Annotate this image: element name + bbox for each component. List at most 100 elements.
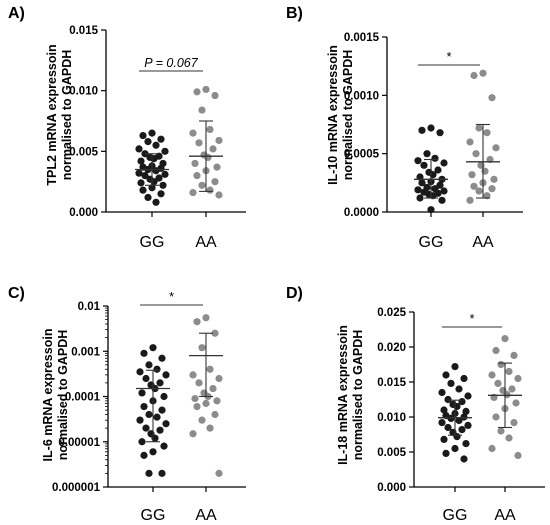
data-point-gg <box>161 170 169 178</box>
y-axis-label-line2: normalised to GAPDH <box>341 50 355 181</box>
y-axis-label: IL-18 mRNA expressoinnormalised to GAPDH <box>336 325 365 465</box>
data-point-aa <box>492 346 500 355</box>
data-point-gg <box>153 365 161 373</box>
data-point-gg <box>460 413 468 421</box>
data-point-gg <box>440 187 448 195</box>
y-tick-label: 0.0001 <box>65 392 101 404</box>
data-point-aa <box>508 385 516 393</box>
y-axis-label-line1: IL-6 mRNA expressoin <box>41 329 55 462</box>
data-point-gg <box>140 451 148 459</box>
data-point-gg <box>158 354 166 362</box>
data-point-aa <box>494 379 502 387</box>
data-point-aa <box>512 399 520 407</box>
data-point-aa <box>206 365 214 373</box>
x-category-label-gg: GG <box>140 234 165 251</box>
data-point-gg <box>414 157 422 165</box>
data-point-gg <box>414 186 422 194</box>
y-axis-label-line2: normalised to GAPDH <box>56 330 70 461</box>
data-point-gg <box>458 426 466 434</box>
data-point-aa <box>466 138 474 146</box>
data-point-gg <box>155 174 163 182</box>
data-point-gg <box>160 392 168 401</box>
data-point-gg <box>157 190 165 198</box>
data-point-aa <box>510 419 518 427</box>
chart-panel-b: B) IL-10 mRNA expressoinnormalised to GAP… <box>286 5 523 251</box>
data-point-aa <box>514 374 522 383</box>
y-tick-label: 0.015 <box>69 25 98 37</box>
y-tick-label: 0.0010 <box>344 90 379 102</box>
data-point-gg <box>139 131 147 140</box>
data-point-aa <box>470 71 478 80</box>
data-point-aa <box>202 85 210 94</box>
data-point-gg <box>444 423 452 432</box>
data-point-gg <box>431 154 439 162</box>
data-point-gg <box>444 395 452 404</box>
data-point-gg <box>145 469 153 477</box>
data-point-gg <box>440 406 448 414</box>
data-point-aa <box>206 186 214 194</box>
data-point-aa <box>195 139 203 147</box>
data-point-aa <box>492 413 500 421</box>
data-point-aa <box>505 434 513 442</box>
data-point-aa <box>472 150 480 158</box>
y-tick-label: 0.0000 <box>344 207 379 219</box>
data-point-aa <box>505 367 513 376</box>
data-point-gg <box>447 379 455 387</box>
data-point-aa <box>195 379 203 387</box>
x-category-label-aa: AA <box>472 234 494 251</box>
data-point-aa <box>198 416 206 424</box>
data-point-gg <box>434 166 442 174</box>
chart-panel-d: D) IL-18 mRNA expressoinnormalised to GAP… <box>286 285 545 524</box>
data-point-gg <box>152 141 160 149</box>
data-point-aa <box>211 410 219 419</box>
data-point-gg <box>142 374 150 383</box>
data-point-aa <box>193 88 201 96</box>
data-point-aa <box>198 181 206 189</box>
data-point-gg <box>416 194 424 202</box>
data-point-gg <box>451 444 459 453</box>
data-point-aa <box>193 402 201 411</box>
data-point-aa <box>198 344 206 352</box>
significance-label: * <box>169 290 174 304</box>
data-point-gg <box>136 416 144 424</box>
y-tick-label: 0.0005 <box>344 149 380 161</box>
data-point-gg <box>438 419 446 427</box>
data-point-gg <box>442 371 450 379</box>
data-point-gg <box>141 172 149 180</box>
panel-letter: C) <box>8 285 25 302</box>
data-point-aa <box>215 469 223 477</box>
data-point-gg <box>436 129 444 137</box>
y-tick-label: 0.001 <box>71 346 100 358</box>
data-point-gg <box>418 126 426 134</box>
y-tick-label: 0.015 <box>377 377 406 389</box>
x-category-label-aa: AA <box>195 507 217 524</box>
y-tick-label: 0.00001 <box>58 437 100 449</box>
data-point-gg <box>460 455 468 463</box>
data-point-gg <box>149 344 157 352</box>
y-tick-label: 0.000 <box>69 207 98 219</box>
data-point-gg <box>427 124 435 132</box>
data-point-aa <box>189 371 197 379</box>
data-point-gg <box>137 157 145 165</box>
y-axis-label-line1: IL-18 mRNA expressoin <box>336 325 350 465</box>
y-tick-label: 0.010 <box>69 86 98 98</box>
data-point-gg <box>139 186 147 194</box>
data-point-aa <box>492 144 500 152</box>
data-point-gg <box>420 161 428 169</box>
data-point-gg <box>438 388 446 397</box>
data-point-gg <box>144 193 152 202</box>
data-point-aa <box>483 129 491 137</box>
data-point-gg <box>438 196 446 204</box>
data-point-gg <box>460 374 468 383</box>
x-category-label-gg: GG <box>141 507 166 524</box>
data-point-aa <box>193 172 201 180</box>
y-axis-label-line2: normalised to GAPDH <box>60 50 74 181</box>
data-point-gg <box>464 421 472 429</box>
data-point-aa <box>209 384 217 393</box>
data-point-aa <box>198 106 206 114</box>
data-point-gg <box>440 159 448 167</box>
data-point-aa <box>211 178 219 186</box>
data-point-gg <box>160 442 168 450</box>
data-point-aa <box>475 187 483 195</box>
data-point-gg <box>464 392 472 400</box>
